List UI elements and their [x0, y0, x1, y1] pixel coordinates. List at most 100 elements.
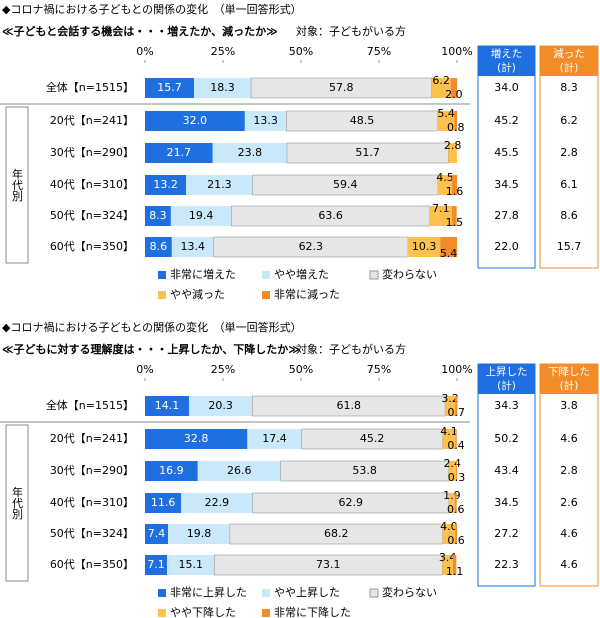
bar-segment — [452, 175, 457, 195]
bar-segment — [145, 143, 213, 163]
bar-segment — [171, 237, 214, 257]
data-label: 2.4 — [444, 457, 462, 470]
data-label: 26.6 — [227, 464, 252, 477]
data-label: 57.8 — [329, 81, 354, 94]
chart-title: ◆コロナ禍における子どもとの関係の変化 （単一回答形式） — [2, 2, 302, 16]
data-label: 7.1 — [432, 202, 450, 215]
bar-segment — [448, 461, 457, 481]
bar-segment — [212, 143, 287, 163]
x-tick-label: 75% — [367, 363, 391, 376]
bar-segment — [145, 396, 189, 416]
category-label: 30代【n=290】 — [50, 464, 134, 477]
summary-value: 27.8 — [494, 209, 519, 222]
bar-segment — [145, 493, 182, 513]
data-label: 0.6 — [447, 503, 465, 516]
data-label: 13.3 — [253, 114, 278, 127]
x-tick-label: 50% — [289, 363, 313, 376]
legend-swatch — [158, 291, 166, 299]
data-label: 1.5 — [446, 216, 464, 229]
bar-segment — [452, 206, 457, 226]
legend-swatch — [158, 271, 166, 279]
note: 対象：子どもがいる方 — [296, 342, 406, 356]
data-label: 32.0 — [183, 114, 208, 127]
bar-segment — [145, 429, 248, 449]
data-label: 21.7 — [167, 146, 192, 159]
summary-header-label: (計) — [497, 379, 516, 392]
legend-label: 非常に下降した — [274, 605, 351, 618]
bar-segment — [286, 142, 449, 164]
legend-swatch — [158, 609, 166, 617]
category-label: 50代【n=324】 — [50, 209, 134, 222]
subtitle: ≪子どもに対する理解度は・・・上昇したか、下降したか≫ — [2, 342, 300, 356]
summary-header — [478, 364, 535, 394]
legend-label: やや上昇した — [274, 586, 340, 599]
bar-segment — [448, 143, 457, 163]
x-tick-label: 25% — [211, 363, 235, 376]
legend-label: 非常に増えた — [170, 268, 236, 281]
legend-swatch — [262, 271, 270, 279]
bar-segment — [442, 429, 456, 449]
bar-segment — [455, 524, 457, 544]
bar-segment — [181, 493, 253, 513]
data-label: 4.5 — [436, 171, 454, 184]
bar-segment — [247, 429, 302, 449]
group-label: 年代別 — [11, 167, 24, 202]
data-label: 16.9 — [159, 464, 184, 477]
data-label: 1.1 — [446, 565, 464, 578]
summary-value: 34.3 — [494, 399, 519, 412]
summary-value: 34.5 — [494, 178, 519, 191]
data-label: 0.7 — [447, 406, 465, 419]
summary-header-label: (計) — [560, 379, 579, 392]
data-label: 11.6 — [151, 496, 176, 509]
data-label: 4.0 — [440, 520, 458, 533]
data-label: 1.6 — [446, 185, 464, 198]
data-label: 19.4 — [189, 209, 214, 222]
bar-segment — [440, 237, 457, 257]
data-label: 4.1 — [440, 425, 458, 438]
bar-segment — [168, 524, 230, 544]
bar-segment — [244, 111, 287, 131]
bar-segment — [188, 396, 253, 416]
bar-segment — [170, 206, 232, 226]
category-label: 全体【n=1515】 — [46, 80, 134, 94]
bar-segment — [145, 524, 169, 544]
summary-header — [540, 46, 598, 76]
data-label: 0.4 — [447, 439, 465, 452]
summary-value: 4.6 — [560, 432, 578, 445]
data-label: 23.8 — [238, 146, 263, 159]
summary-value: 22.3 — [494, 558, 519, 571]
bar-segment — [145, 237, 172, 257]
summary-value: 2.8 — [560, 146, 578, 159]
legend-label: やや増えた — [274, 268, 329, 281]
legend-label: やや減った — [170, 287, 225, 301]
legend-label: 変わらない — [382, 585, 437, 599]
summary-value: 2.8 — [560, 464, 578, 477]
x-tick-label: 0% — [136, 45, 153, 58]
note: 対象：子どもがいる方 — [296, 24, 406, 38]
bar-segment — [442, 555, 453, 575]
bar-segment — [197, 461, 281, 481]
summary-value: 22.0 — [494, 240, 519, 253]
data-label: 10.3 — [412, 240, 437, 253]
legend-swatch — [158, 589, 166, 597]
data-label: 32.8 — [184, 432, 209, 445]
data-label: 3.4 — [439, 551, 457, 564]
summary-value: 34.0 — [494, 81, 519, 94]
data-label: 73.1 — [316, 558, 341, 571]
data-label: 61.8 — [336, 399, 361, 412]
data-label: 62.9 — [339, 496, 364, 509]
x-tick-label: 100% — [441, 363, 472, 376]
data-label: 15.1 — [178, 558, 203, 571]
data-label: 8.6 — [150, 240, 168, 253]
data-label: 51.7 — [355, 146, 380, 159]
summary-value: 4.6 — [560, 527, 578, 540]
data-label: 68.2 — [324, 527, 349, 540]
group-box — [5, 424, 29, 582]
summary-value: 45.5 — [494, 146, 519, 159]
data-label: 6.2 — [432, 74, 450, 87]
bar-segment — [186, 175, 253, 195]
summary-value: 2.6 — [560, 496, 578, 509]
summary-header-label: 減った — [553, 47, 585, 60]
chart: ◆コロナ禍における子どもとの関係の変化 （単一回答形式） ≪子どもと会話する機会は… — [0, 2, 599, 301]
bar-segment — [145, 78, 194, 98]
